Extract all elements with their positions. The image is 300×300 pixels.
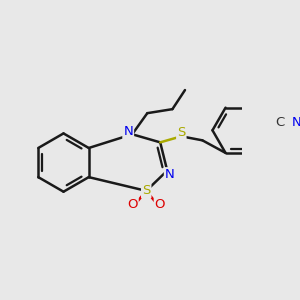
Text: N: N [165, 168, 175, 181]
Text: N: N [123, 125, 133, 138]
Text: S: S [177, 126, 185, 139]
Text: N: N [292, 116, 300, 129]
Text: O: O [127, 198, 138, 211]
Text: S: S [142, 184, 150, 197]
Text: O: O [155, 198, 165, 211]
Text: C: C [275, 116, 284, 129]
